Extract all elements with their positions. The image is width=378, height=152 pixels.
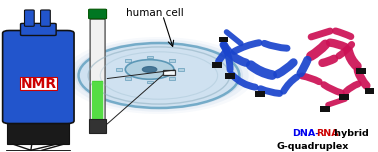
- Bar: [8, 120, 69, 144]
- FancyBboxPatch shape: [125, 77, 131, 79]
- Bar: [255, 91, 265, 97]
- FancyBboxPatch shape: [147, 81, 153, 83]
- Circle shape: [69, 39, 249, 112]
- FancyBboxPatch shape: [90, 19, 105, 132]
- Text: RNA: RNA: [316, 129, 339, 138]
- Bar: [356, 68, 366, 74]
- Bar: [225, 73, 235, 79]
- Bar: [89, 119, 106, 133]
- FancyBboxPatch shape: [40, 10, 50, 26]
- FancyBboxPatch shape: [125, 59, 131, 62]
- Bar: [339, 94, 349, 100]
- FancyBboxPatch shape: [169, 59, 175, 62]
- Text: G-quadruplex: G-quadruplex: [276, 142, 349, 151]
- FancyBboxPatch shape: [116, 68, 122, 71]
- Bar: [365, 88, 374, 94]
- Bar: [212, 62, 222, 68]
- Circle shape: [64, 37, 254, 114]
- FancyBboxPatch shape: [3, 31, 74, 124]
- Circle shape: [75, 41, 243, 109]
- FancyBboxPatch shape: [25, 10, 34, 26]
- FancyBboxPatch shape: [20, 23, 56, 35]
- Circle shape: [79, 43, 239, 108]
- FancyBboxPatch shape: [147, 56, 153, 58]
- Circle shape: [142, 67, 157, 72]
- Text: DNA-: DNA-: [292, 129, 319, 138]
- Bar: [163, 70, 175, 75]
- FancyBboxPatch shape: [88, 9, 107, 19]
- FancyBboxPatch shape: [92, 81, 103, 132]
- Bar: [321, 106, 330, 112]
- FancyBboxPatch shape: [169, 77, 175, 79]
- Bar: [6, 150, 70, 152]
- Text: NMR: NMR: [20, 77, 56, 91]
- Bar: [219, 36, 228, 42]
- Bar: [20, 77, 57, 90]
- FancyBboxPatch shape: [178, 68, 184, 71]
- Text: hybrid: hybrid: [331, 129, 369, 138]
- Circle shape: [125, 60, 174, 79]
- Text: human cell: human cell: [126, 8, 184, 17]
